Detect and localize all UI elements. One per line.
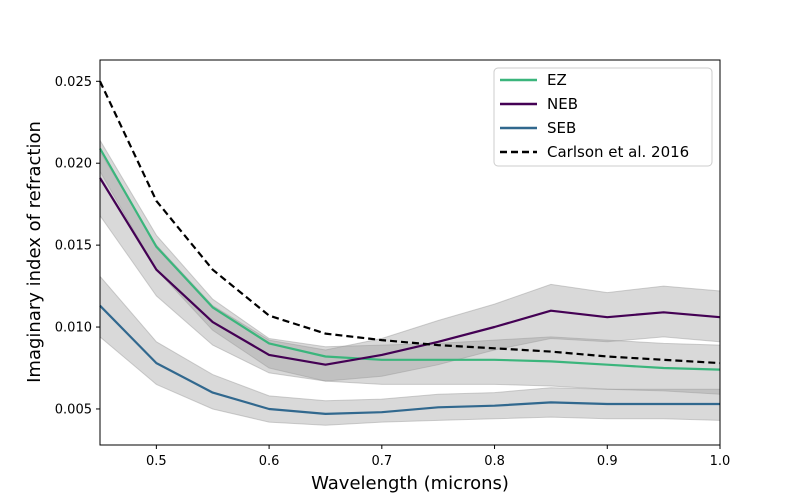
legend-label-neb: NEB: [547, 95, 578, 113]
x-tick-label: 0.7: [371, 454, 392, 469]
legend-label-seb: SEB: [547, 119, 576, 137]
x-tick-label: 0.5: [146, 454, 167, 469]
y-tick-label: 0.005: [55, 402, 92, 417]
y-axis-ticks: 0.005 0.010 0.015 0.020 0.025: [55, 75, 100, 417]
y-axis-label: Imaginary index of refraction: [24, 121, 45, 383]
x-tick-label: 0.8: [484, 454, 505, 469]
y-tick-label: 0.025: [55, 75, 92, 90]
y-tick-label: 0.015: [55, 239, 92, 254]
legend-label-ez: EZ: [547, 71, 567, 89]
x-axis-ticks: 0.5 0.6 0.7 0.8 0.9 1.0: [146, 445, 730, 469]
legend-label-carlson: Carlson et al. 2016: [547, 143, 689, 161]
series-line-ez: [99, 147, 721, 371]
series-line-seb: [99, 304, 720, 415]
x-tick-label: 0.9: [597, 454, 618, 469]
x-tick-label: 1.0: [710, 454, 731, 469]
x-axis-label: Wavelength (microns): [311, 473, 509, 494]
legend: EZ NEB SEB Carlson et al. 2016: [493, 67, 713, 167]
y-tick-label: 0.010: [55, 321, 92, 336]
x-tick-label: 0.6: [259, 454, 280, 469]
series-lines: [99, 80, 721, 415]
plot-frame: [99, 59, 721, 446]
series-line-neb: [99, 177, 721, 366]
legend-box: [493, 67, 713, 167]
y-tick-label: 0.020: [55, 157, 92, 172]
